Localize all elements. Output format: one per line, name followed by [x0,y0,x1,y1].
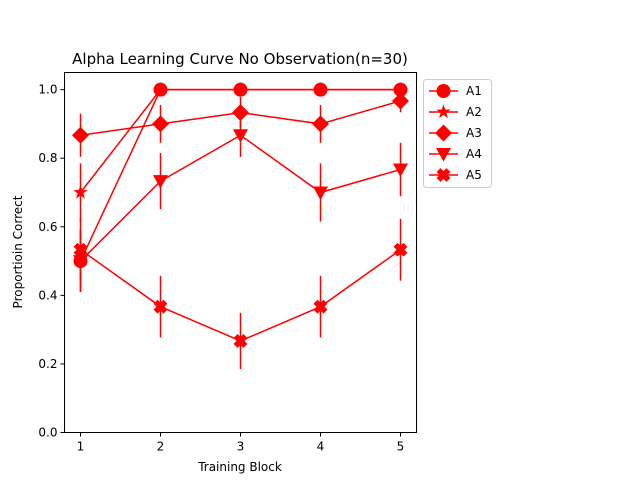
legend-marker-a5 [436,168,451,182]
x-axis-label: Training Block [197,460,282,474]
data-point-a4 [393,163,408,178]
x-tick-label: 2 [157,440,165,454]
legend-label-a5: A5 [466,168,482,182]
data-point-a3 [152,115,169,133]
x-tick-label: 1 [77,440,85,454]
x-tick-label: 5 [397,440,405,454]
legend-item-a4: A4 [429,147,482,162]
legend-item-a1: A1 [429,84,482,98]
y-tick-label: 1.0 [38,83,57,97]
legend-item-a2: A2 [429,104,482,119]
series-a4 [73,113,408,292]
series-a5 [73,218,408,370]
series-a2 [73,82,408,222]
data-point-a5 [233,334,248,348]
x-tick-label: 3 [237,440,245,454]
data-point-a2 [73,185,88,199]
x-tick-label: 4 [317,440,325,454]
data-point-a2 [393,82,408,96]
data-point-a3 [232,104,249,122]
data-point-a3 [72,126,89,144]
y-tick-label: 0.4 [38,288,57,302]
legend-marker-a4 [436,148,451,162]
data-point-a5 [153,299,168,314]
x-axis: 1 2 3 4 5 [77,432,405,454]
plot-area [72,82,409,370]
y-tick-label: 0.2 [38,357,57,371]
y-axis: 0.0 0.2 0.4 0.6 0.8 1.0 [38,83,65,440]
legend-item-a3: A3 [429,124,482,142]
legend-marker-a3 [435,124,452,142]
y-axis-label: Proportioin Correct [11,195,25,308]
legend: A1 A2 A3 A4 A5 [423,79,492,188]
legend-label-a1: A1 [466,84,482,98]
legend-label-a4: A4 [466,147,482,161]
y-tick-label: 0.6 [38,220,57,234]
legend-label-a2: A2 [466,105,482,119]
data-point-a3 [392,92,409,110]
y-tick-label: 0.8 [38,151,57,165]
data-point-a5 [393,242,408,257]
y-tick-label: 0.0 [38,426,57,440]
chart-title: Alpha Learning Curve No Observation(n=30… [72,50,408,68]
legend-label-a3: A3 [466,126,482,140]
data-point-a2 [233,82,248,96]
data-point-a2 [313,82,328,96]
data-point-a4 [233,129,248,143]
legend-item-a5: A5 [429,168,482,182]
data-point-a5 [73,242,88,257]
data-point-a4 [313,186,328,200]
legend-marker-a2 [436,104,451,119]
data-point-a3 [312,115,329,133]
legend-marker-a1 [436,84,451,98]
series-a3 [72,89,409,157]
data-point-a4 [153,175,168,189]
data-point-a2 [153,82,168,96]
data-point-a5 [313,299,328,314]
